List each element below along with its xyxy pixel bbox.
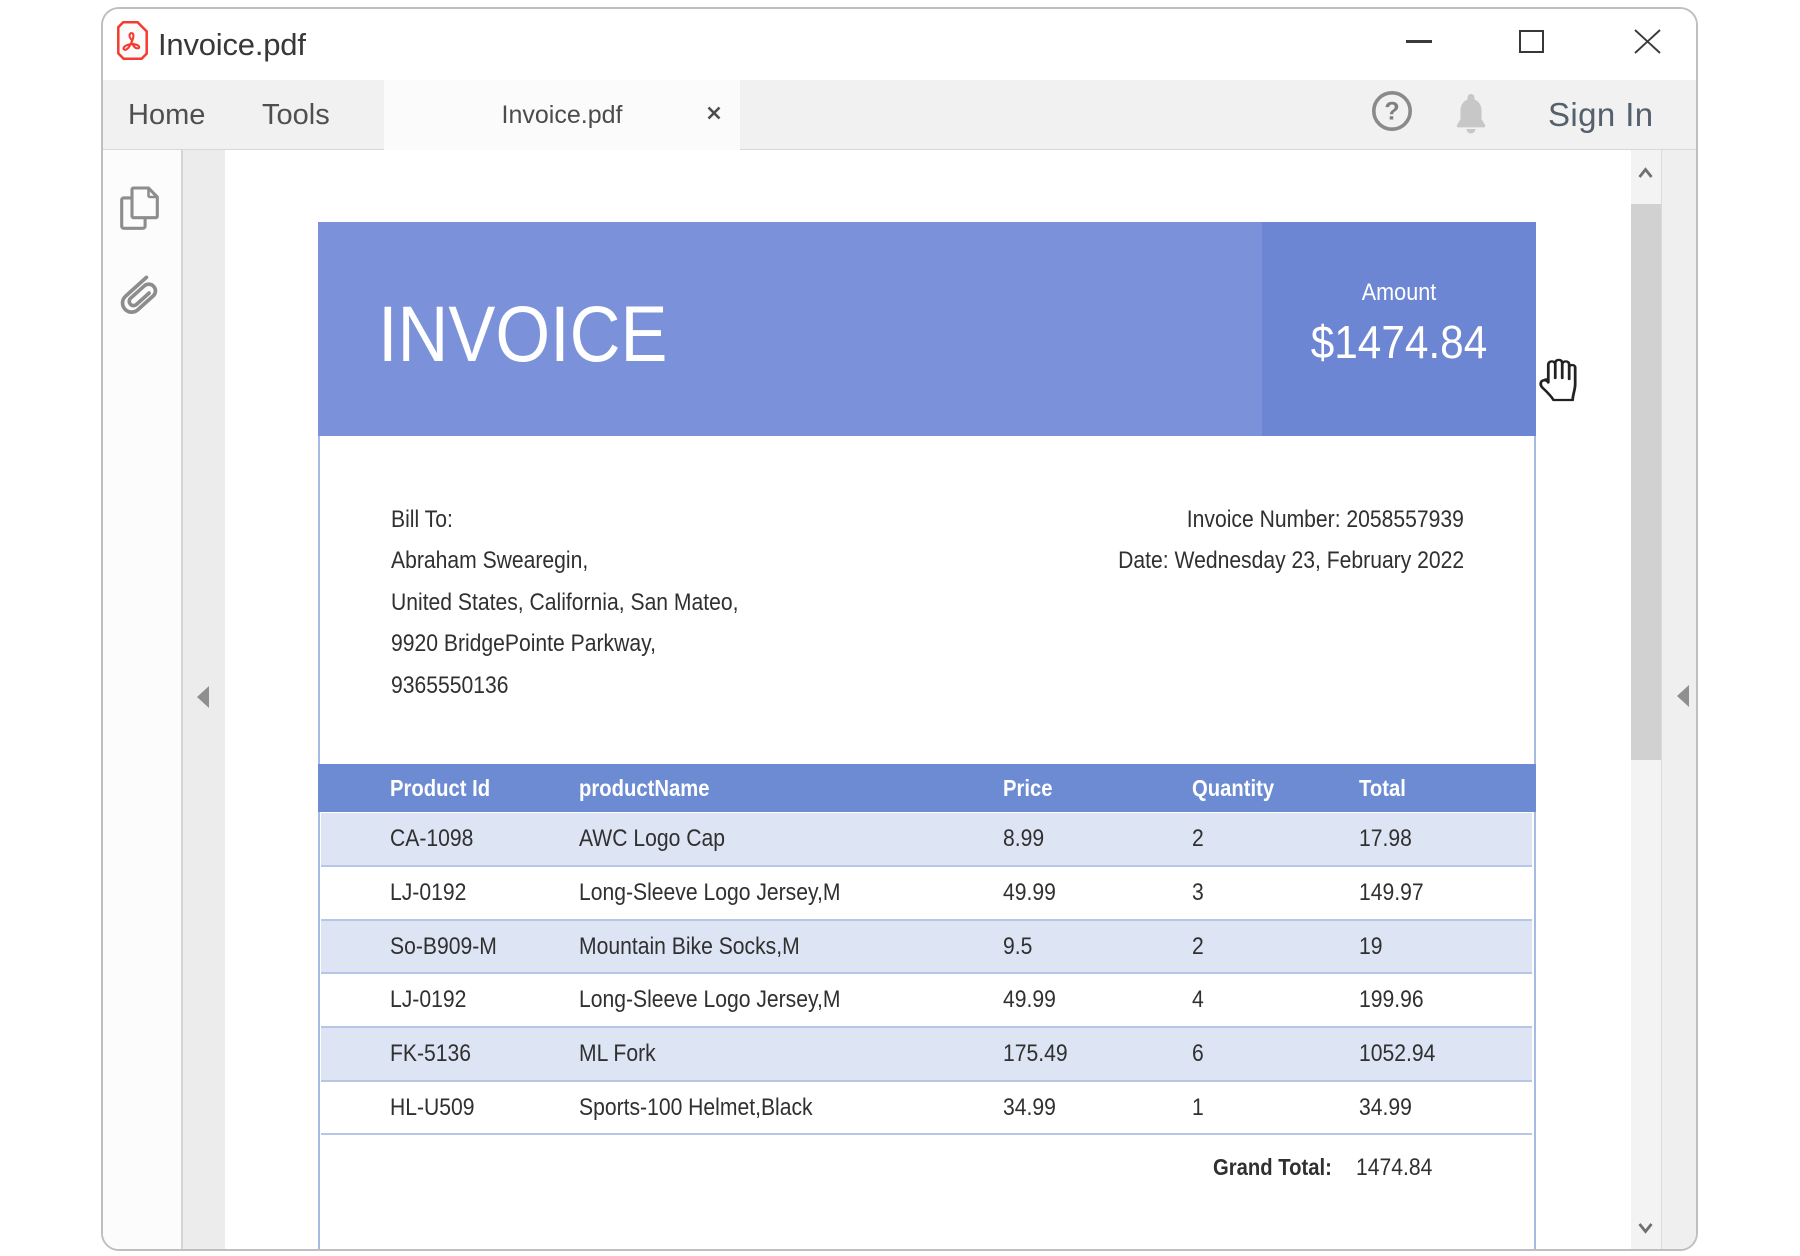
svg-text:?: ? xyxy=(1384,98,1399,126)
